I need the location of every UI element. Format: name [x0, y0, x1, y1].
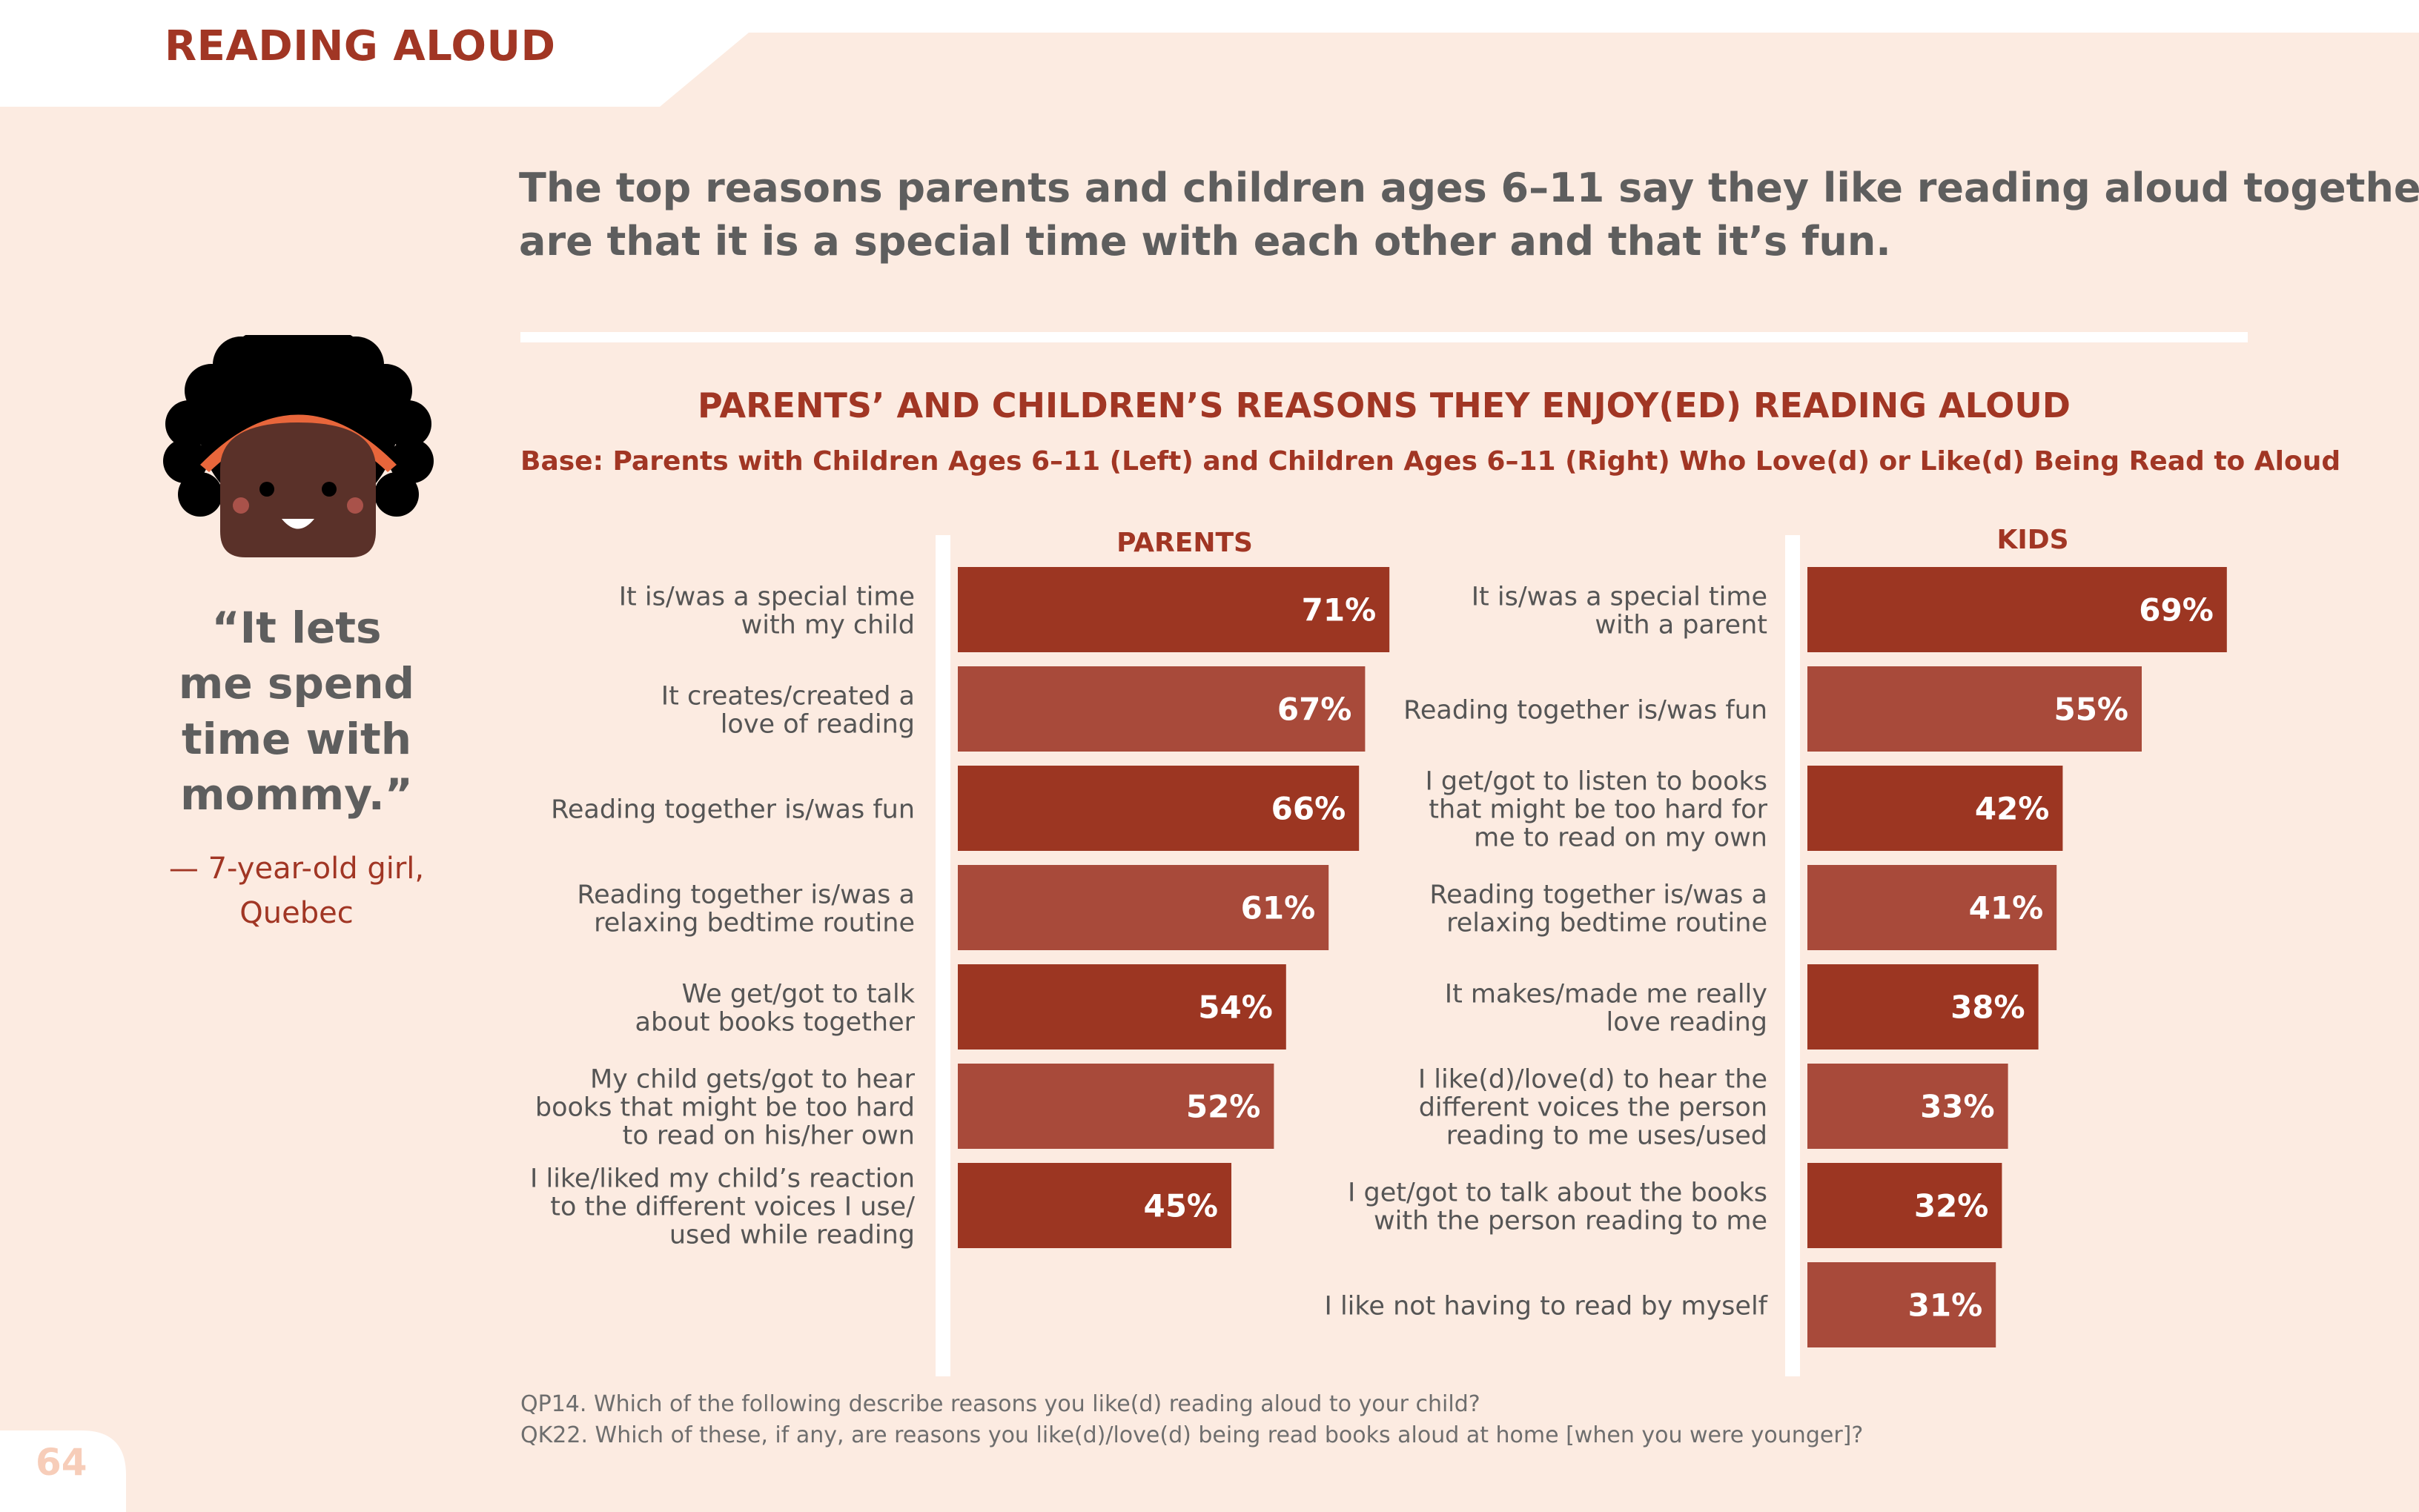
divider — [520, 332, 2248, 342]
kids-category-label: It makes/made me really love reading — [1445, 980, 1767, 1038]
kids-data-label: 69% — [2139, 592, 2214, 629]
parents-category-label: Reading together is/was fun — [551, 795, 915, 825]
kids-category-label: I get/got to listen to books that might b… — [1425, 767, 1767, 853]
right-eye — [322, 482, 337, 497]
left-cheek — [233, 497, 249, 514]
kids-axis-line — [1785, 535, 1800, 1376]
parents-data-label: 45% — [1143, 1188, 1218, 1224]
headline-line-1: The top reasons parents and children age… — [519, 165, 2419, 211]
parents-bar — [958, 666, 1366, 752]
parents-bar — [958, 1064, 1274, 1149]
kids-bar — [1807, 1064, 2008, 1149]
parents-data-label: 61% — [1241, 890, 1316, 926]
parents-data-label: 54% — [1198, 989, 1273, 1026]
parents-category-label: We get/got to talk about books together — [635, 980, 916, 1038]
parents-bar — [958, 865, 1329, 950]
header-band — [0, 0, 2419, 107]
parents-data-label: 71% — [1302, 592, 1377, 629]
kids-data-label: 41% — [1969, 890, 2044, 926]
parents-bar — [958, 1163, 1231, 1248]
kids-bar — [1807, 666, 2142, 752]
quote: “It lets me spend time with mommy.” — [119, 600, 474, 823]
kids-data-label: 31% — [1908, 1287, 1983, 1324]
kids-bar — [1807, 964, 2039, 1050]
smile — [282, 519, 314, 529]
headline: The top reasons parents and children age… — [519, 162, 2419, 268]
quote-line-2: me spend — [178, 658, 415, 709]
parents-panel-header: PARENTS — [1116, 528, 1253, 558]
kids-bar — [1807, 1262, 1996, 1347]
quote-line-1: “It lets — [211, 603, 382, 653]
page-number-tab — [0, 1430, 126, 1512]
kids-data-label: 55% — [2054, 692, 2128, 728]
kids-category-label: I get/got to talk about the books with th… — [1348, 1178, 1767, 1236]
quote-attribution: — 7-year-old girl, Quebec — [119, 846, 474, 935]
kids-bar — [1807, 567, 2227, 652]
kids-data-label: 32% — [1914, 1188, 1989, 1224]
parents-bar — [958, 766, 1360, 851]
kids-category-label: I like(d)/love(d) to hear the different v… — [1418, 1065, 1767, 1151]
quote-line-3: time with — [181, 714, 412, 764]
kids-data-label: 42% — [1975, 791, 2050, 827]
parents-category-label: It creates/created a love of reading — [661, 682, 915, 740]
footnote-qk22: QK22. Which of these, if any, are reason… — [520, 1422, 1864, 1448]
attribution-line-2: Quebec — [239, 896, 354, 930]
girl-avatar-illustration — [163, 335, 434, 557]
kids-panel-header: KIDS — [1996, 525, 2068, 555]
headline-line-2: are that it is a special time with each … — [519, 218, 1891, 265]
kids-data-label: 33% — [1920, 1089, 1995, 1125]
kids-category-label: Reading together is/was fun — [1403, 696, 1767, 726]
section-title: READING ALOUD — [165, 22, 556, 70]
footnote-qp14: QP14. Which of the following describe re… — [520, 1391, 1480, 1417]
headband — [200, 414, 397, 472]
parents-category-label: Reading together is/was a relaxing bedtim… — [577, 881, 915, 938]
quote-line-4: mommy.” — [180, 769, 413, 820]
kids-bar — [1807, 766, 2063, 851]
left-eye — [259, 482, 274, 497]
parents-bar — [958, 567, 1390, 652]
attribution-line-1: — 7-year-old girl, — [168, 852, 425, 886]
chart-subtitle: Base: Parents with Children Ages 6–11 (L… — [520, 446, 2341, 477]
parents-category-label: It is/was a special time with my child — [619, 583, 915, 640]
page-number: 64 — [36, 1441, 87, 1484]
face — [220, 422, 376, 557]
kids-category-label: I like not having to read by myself — [1325, 1292, 1768, 1322]
right-cheek — [347, 497, 363, 514]
chart-title: PARENTS’ AND CHILDREN’S REASONS THEY ENJ… — [698, 385, 2071, 425]
parents-category-label: I like/liked my child’s reaction to the d… — [530, 1164, 915, 1250]
parents-data-label: 66% — [1271, 791, 1346, 827]
parents-data-label: 52% — [1186, 1089, 1261, 1125]
kids-bar — [1807, 865, 2057, 950]
parents-data-label: 67% — [1277, 692, 1352, 728]
parents-category-label: My child gets/got to hear books that migh… — [535, 1065, 916, 1151]
parents-bar — [958, 964, 1286, 1050]
kids-bar — [1807, 1163, 2002, 1248]
kids-data-label: 38% — [1950, 989, 2025, 1026]
parents-axis-line — [936, 535, 950, 1376]
footnotes: QP14. Which of the following describe re… — [520, 1389, 1863, 1451]
kids-category-label: It is/was a special time with a parent — [1472, 583, 1767, 640]
kids-category-label: Reading together is/was a relaxing bedtim… — [1429, 881, 1767, 938]
